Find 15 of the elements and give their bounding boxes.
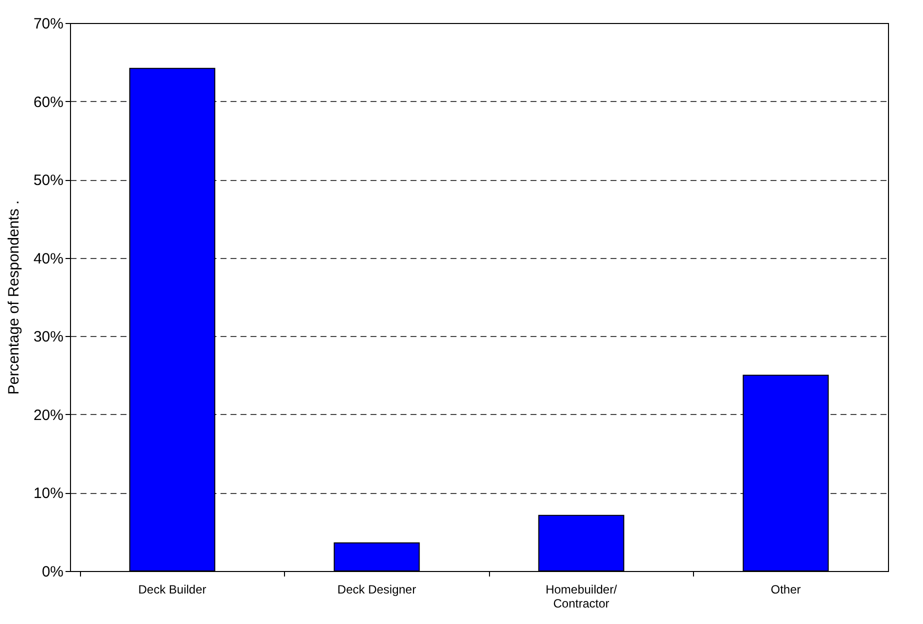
x-tick-label: Homebuilder/ Contractor (546, 582, 618, 610)
y-tick-label: 10% (33, 485, 64, 502)
x-tick-label: Other (770, 582, 801, 596)
y-axis-title: Percentage of Respondents . (5, 200, 22, 395)
y-tick-label: 30% (33, 328, 64, 346)
y-tick-label: 70% (33, 16, 64, 32)
y-tick-label: 60% (33, 94, 64, 111)
y-tick-label: 50% (33, 172, 64, 190)
x-tick-label: Deck Designer (337, 582, 416, 596)
x-tick-label: Deck Builder (138, 582, 206, 596)
y-tick-label: 20% (33, 406, 64, 424)
y-tick-label: 40% (33, 250, 64, 268)
bar (334, 542, 420, 572)
y-tick-label: 0% (42, 564, 64, 580)
bar (538, 514, 624, 572)
